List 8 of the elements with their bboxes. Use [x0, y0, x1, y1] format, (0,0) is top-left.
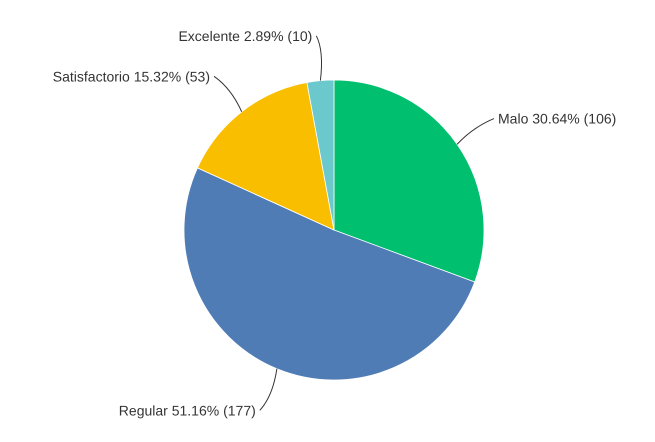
slice-label: Regular: [118, 402, 168, 418]
slice-label: Excelente: [178, 28, 240, 44]
data-label: 30.64% (106): [532, 110, 616, 127]
slice-label: Satisfactorio: [52, 68, 130, 84]
data-label: 15.32% (53): [134, 68, 210, 84]
data-label: 2.89% (10): [244, 28, 312, 44]
slice-label: Malo: [498, 110, 528, 127]
data-label: 51.16% (177): [172, 402, 256, 418]
